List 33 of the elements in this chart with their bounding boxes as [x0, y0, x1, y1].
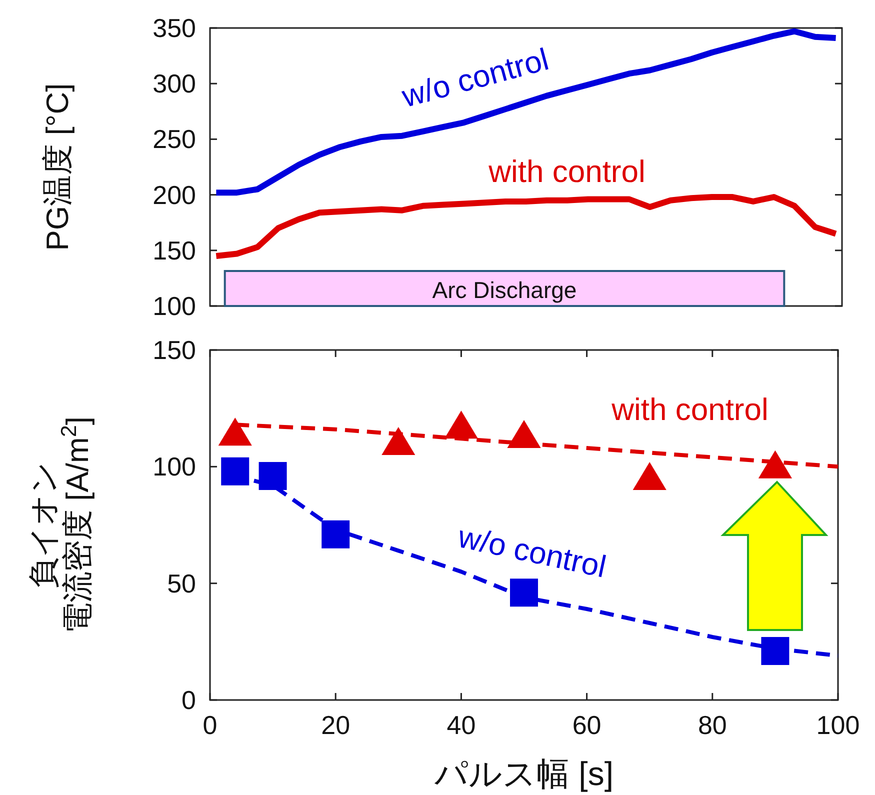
annotation: Arc Discharge — [432, 277, 577, 303]
point — [758, 450, 792, 478]
x-tick-label: 0 — [202, 710, 218, 740]
point — [322, 520, 350, 548]
y-tick-label: 300 — [152, 68, 196, 99]
point — [258, 462, 287, 490]
point — [510, 578, 538, 607]
x-tick-label: 60 — [572, 710, 602, 740]
series-label: with control — [488, 154, 646, 189]
y-tick-label: 150 — [152, 235, 196, 266]
y-tick-label: 100 — [152, 452, 196, 482]
y-tick-label: 200 — [152, 180, 196, 210]
y-axis-title: PG温度 [°C] — [40, 83, 75, 251]
y-tick-label: 0 — [182, 685, 196, 715]
y-tick-label: 350 — [152, 13, 196, 43]
x-tick-label: 40 — [446, 710, 476, 740]
text: w/o control — [397, 42, 552, 114]
point — [632, 462, 666, 490]
y-tick-label: 50 — [167, 568, 196, 598]
x-tick-label: 20 — [321, 710, 350, 740]
point — [761, 637, 790, 665]
y-tick-label: 150 — [152, 335, 196, 365]
point — [218, 418, 252, 446]
x-tick-label: 100 — [816, 710, 860, 740]
text: w/o control — [454, 518, 610, 584]
point — [221, 457, 250, 486]
y-tick-label: 250 — [152, 124, 196, 154]
x-tick-label: 80 — [698, 710, 727, 740]
series-label: with control — [610, 392, 768, 427]
y-tick-label: 100 — [152, 291, 196, 321]
point — [382, 427, 416, 455]
x-axis-title: パルス幅 [s] — [433, 755, 614, 792]
point — [444, 410, 478, 439]
